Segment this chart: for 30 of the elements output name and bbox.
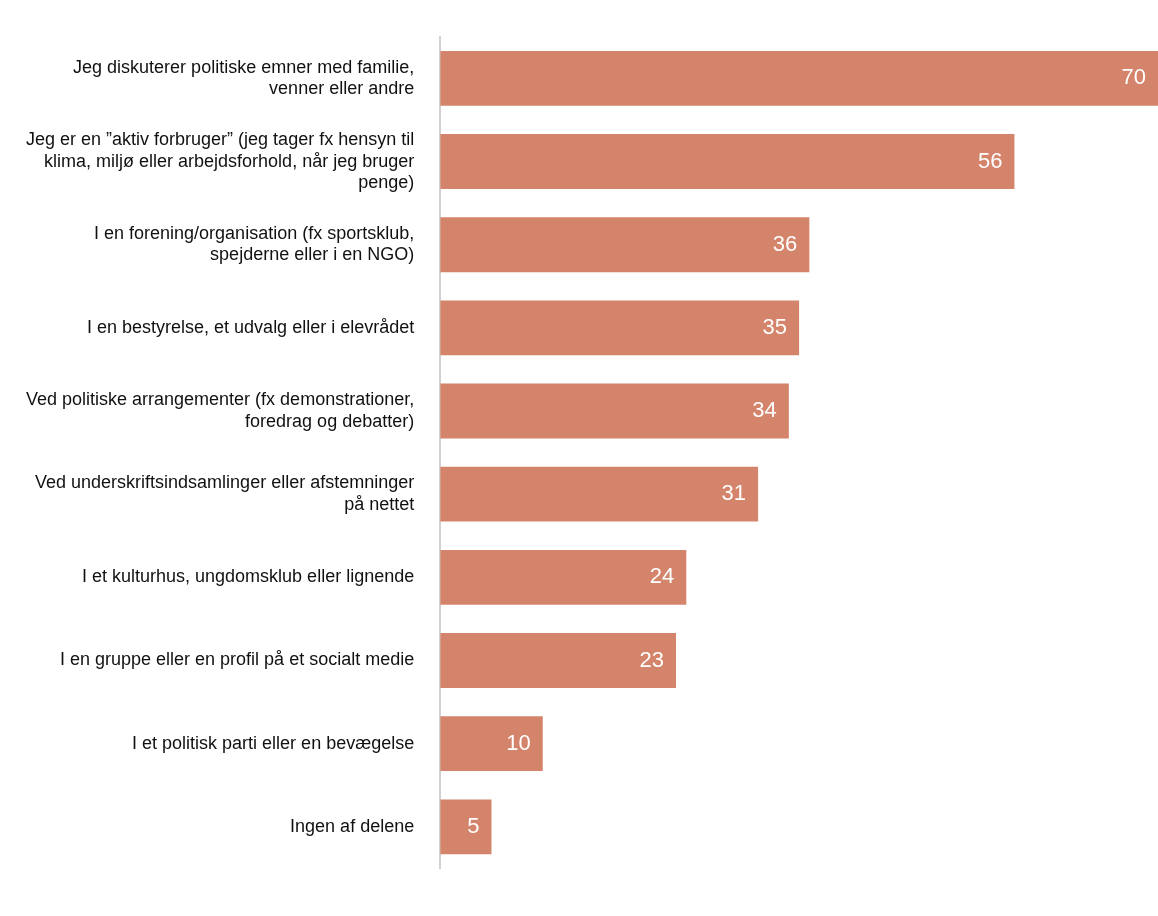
y-tick-label: Ved underskriftsindsamlinger eller afstemninger på nettet (35, 472, 415, 514)
bar (440, 134, 1015, 189)
y-tick-label: I et politisk parti eller en bevægelse (132, 732, 415, 753)
y-tick-label: I en forening/organisation (fx sportsklub, spejderne eller i en NGO) (94, 222, 415, 265)
bar (440, 549, 687, 605)
data-label: 35 (762, 313, 788, 339)
data-label: 10 (506, 729, 531, 755)
bar (440, 799, 492, 855)
bar (440, 383, 789, 439)
y-tick-label: Jeg er en ”aktiv forbruger” (jeg tager fx hensyn til klima, miljø eller arbejdsforhold, når jeg bruger penge) (26, 128, 415, 193)
bar (440, 217, 810, 273)
y-tick-label: I et kulturhus, ungdomsklub eller lignende (82, 566, 415, 587)
y-tick-label: Ved politiske arrangementer (fx demonstrationer, foredrag og debatter) (25, 389, 415, 431)
y-tick-label: I en bestyrelse, et udvalg eller i elevrådet (87, 316, 415, 337)
y-tick-label: I en gruppe eller en profil på et socialt medie (59, 649, 415, 670)
data-label: 70 (1121, 64, 1146, 90)
data-label: 24 (649, 563, 675, 589)
y-tick-label: Ingen af delene (290, 815, 415, 836)
bar (440, 716, 543, 772)
y-tick-label: Jeg diskuterer politiske emner med familie, venner eller andre (73, 56, 415, 99)
bar (440, 633, 677, 688)
data-label: 56 (977, 147, 1003, 173)
bar (440, 50, 1158, 106)
data-label: 36 (772, 230, 798, 256)
bar (440, 466, 759, 522)
data-label: 5 (467, 812, 480, 838)
bar (440, 300, 800, 356)
data-label: 23 (639, 646, 665, 672)
data-label: 34 (752, 397, 777, 423)
data-label: 31 (721, 480, 747, 506)
